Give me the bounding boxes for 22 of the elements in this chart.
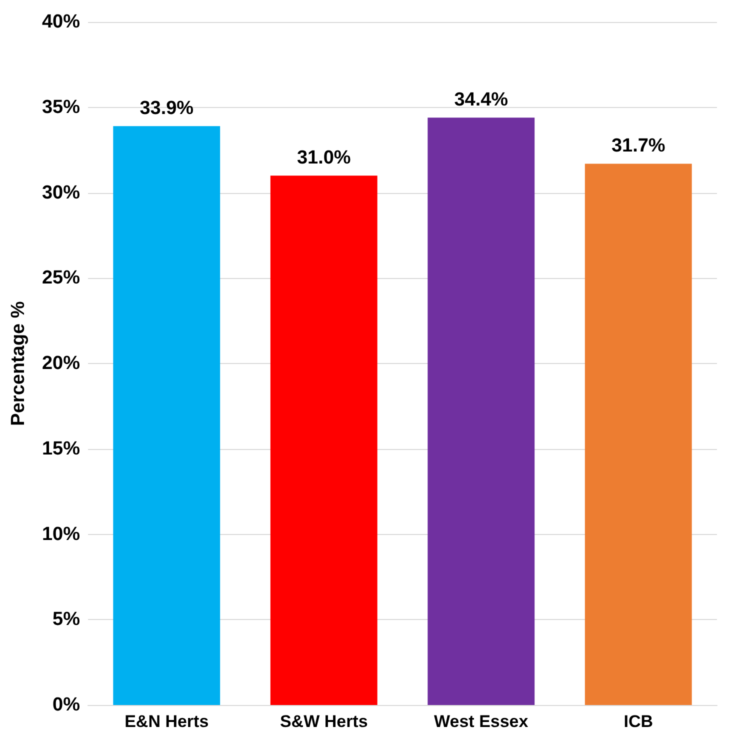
y-tick-label: 0% (52, 694, 80, 716)
y-tick-label: 40% (42, 12, 80, 32)
y-tick-label: 35% (42, 96, 80, 118)
data-label: 31.7% (611, 136, 666, 157)
y-tick-label: 10% (42, 524, 80, 545)
bar (113, 126, 220, 705)
data-label: 31.0% (296, 148, 351, 169)
data-label: 33.9% (140, 98, 194, 120)
y-tick-label: 20% (42, 353, 80, 374)
x-tick-label: S&W Herts (280, 712, 368, 731)
y-tick-label: 25% (42, 268, 80, 289)
x-tick-label: ICB (624, 712, 654, 731)
bar (428, 118, 535, 705)
bar (584, 164, 692, 705)
y-axis-title: Percentage % (8, 301, 29, 426)
y-tick-label: 15% (42, 438, 80, 460)
x-tick-label: E&N Herts (124, 712, 209, 731)
y-tick-label: 30% (42, 182, 80, 204)
bar (270, 176, 378, 705)
data-label: 34.4% (454, 90, 508, 111)
y-tick-label: 5% (52, 609, 80, 630)
x-tick-label: West Essex (434, 712, 529, 731)
